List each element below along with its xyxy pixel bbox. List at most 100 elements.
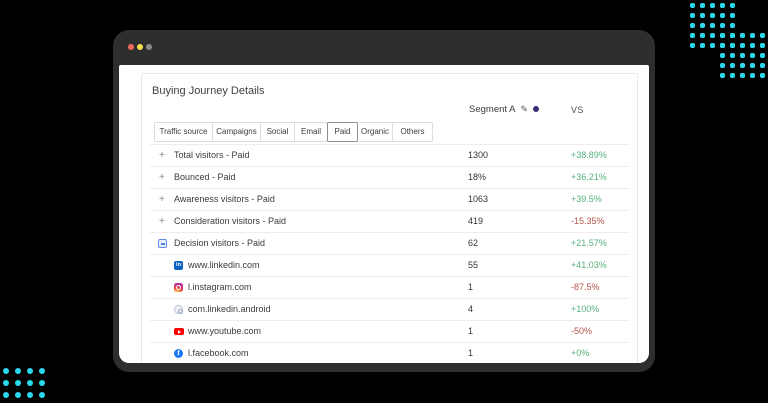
vs-change-value: +100% xyxy=(571,304,600,314)
decor-dot xyxy=(710,3,715,8)
decor-dot xyxy=(720,73,725,78)
decor-dot xyxy=(750,53,755,58)
decor-dot xyxy=(750,63,755,68)
decor-dot xyxy=(700,43,705,48)
decor-dot xyxy=(710,23,715,28)
segment-name: Segment A xyxy=(469,103,516,115)
decor-dot xyxy=(720,43,725,48)
row-label: l.facebook.com xyxy=(188,348,249,358)
decor-dot xyxy=(740,33,745,38)
decor-dot xyxy=(700,3,705,8)
table-row[interactable]: l.instagram.com 1 -87.5% xyxy=(150,277,629,299)
decor-dot xyxy=(700,23,705,28)
decor-dot xyxy=(710,33,715,38)
window-titlebar xyxy=(113,30,655,65)
decor-dot xyxy=(720,63,725,68)
decor-dot xyxy=(690,33,695,38)
decor-dot xyxy=(700,13,705,18)
decor-dot xyxy=(730,23,735,28)
expand-plus-icon[interactable]: + xyxy=(159,216,165,227)
traffic-light-zoom-button[interactable] xyxy=(146,44,152,50)
decor-dot xyxy=(15,380,21,386)
decor-dot xyxy=(39,380,45,386)
vs-change-value: +36.21% xyxy=(571,172,607,182)
table-row[interactable]: com.linkedin.android 4 +100% xyxy=(150,299,629,321)
decor-dot xyxy=(3,392,9,398)
decor-dot xyxy=(740,63,745,68)
decor-dot xyxy=(750,43,755,48)
tab-paid[interactable]: Paid xyxy=(327,122,358,142)
facebook-icon: f xyxy=(174,349,183,358)
decor-dot xyxy=(710,43,715,48)
decor-dot xyxy=(760,63,765,68)
tab-traffic-source[interactable]: Traffic source xyxy=(154,122,213,142)
tab-organic[interactable]: Organic xyxy=(358,122,393,142)
decor-dot xyxy=(3,380,9,386)
decor-dot xyxy=(690,13,695,18)
table-row[interactable]: + Total visitors - Paid 1300 +38.89% xyxy=(150,144,629,167)
tab-others[interactable]: Others xyxy=(393,122,433,142)
decor-dot xyxy=(27,380,33,386)
table-row[interactable]: in www.linkedin.com 55 +41.03% xyxy=(150,255,629,277)
vs-change-value: +39.5% xyxy=(571,194,602,204)
decor-dot xyxy=(15,392,21,398)
youtube-icon xyxy=(174,328,184,335)
traffic-light-close-button[interactable] xyxy=(128,44,134,50)
decor-dot xyxy=(720,3,725,8)
decor-dot xyxy=(39,392,45,398)
vs-change-value: +21.57% xyxy=(571,238,607,248)
decor-dot xyxy=(730,43,735,48)
table-row[interactable]: + Awareness visitors - Paid 1063 +39.5% xyxy=(150,189,629,211)
edit-pencil-icon[interactable]: ✎ xyxy=(520,103,529,114)
table-row[interactable]: + Consideration visitors - Paid 419 -15.35% xyxy=(150,211,629,233)
tab-email[interactable]: Email xyxy=(295,122,328,142)
decor-dot xyxy=(720,13,725,18)
expand-plus-icon[interactable]: + xyxy=(159,172,165,183)
decor-dot xyxy=(15,368,21,374)
instagram-icon xyxy=(174,283,183,292)
row-label: Consideration visitors - Paid xyxy=(174,216,287,226)
segment-header: Segment A ✎ xyxy=(469,103,540,115)
table-row[interactable]: + Bounced - Paid 18% +36.21% xyxy=(150,167,629,189)
tab-campaigns[interactable]: Campaigns xyxy=(213,122,261,142)
row-label: Bounced - Paid xyxy=(174,172,236,182)
decor-dot xyxy=(690,3,695,8)
expand-plus-icon[interactable]: + xyxy=(159,150,165,161)
table-row[interactable]: www.youtube.com 1 -50% xyxy=(150,321,629,343)
row-label: Decision visitors - Paid xyxy=(174,238,266,248)
segment-a-value: 1 xyxy=(468,326,474,336)
segment-a-value: 1 xyxy=(468,348,474,358)
decor-dot xyxy=(740,53,745,58)
traffic-light-minimize-button[interactable] xyxy=(137,44,143,50)
decor-dot xyxy=(39,368,45,374)
decor-dot xyxy=(690,23,695,28)
decor-dot xyxy=(760,33,765,38)
vs-change-value: +38.89% xyxy=(571,150,607,160)
app-window: Buying Journey Details Segment A ✎ VS Tr… xyxy=(113,30,655,372)
segment-a-value: 18% xyxy=(468,172,487,182)
vs-change-value: +41.03% xyxy=(571,260,607,270)
decor-dot xyxy=(760,73,765,78)
table-row[interactable]: Decision visitors - Paid 62 +21.57% xyxy=(150,233,629,255)
decor-dot xyxy=(750,73,755,78)
row-label: Awareness visitors - Paid xyxy=(174,194,275,204)
vs-column-header: VS xyxy=(571,105,584,115)
decor-dot xyxy=(720,53,725,58)
expand-plus-icon[interactable]: + xyxy=(159,194,165,205)
row-label: Total visitors - Paid xyxy=(174,150,250,160)
segment-color-dot xyxy=(533,106,540,112)
decor-dot xyxy=(760,43,765,48)
buying-journey-table: + Total visitors - Paid 1300 +38.89% + Bounce… xyxy=(150,144,629,363)
segment-a-value: 1300 xyxy=(468,150,489,160)
vs-change-value: -50% xyxy=(571,326,593,336)
decor-dot xyxy=(740,73,745,78)
decor-dot xyxy=(720,33,725,38)
collapse-minus-icon[interactable] xyxy=(158,239,167,248)
segment-a-value: 419 xyxy=(468,216,484,226)
decor-dot xyxy=(720,23,725,28)
traffic-source-tabs: Traffic source Campaigns Social Email Paid Or… xyxy=(154,122,433,142)
vs-change-value: +0% xyxy=(571,348,590,358)
tab-social[interactable]: Social xyxy=(261,122,295,142)
table-row[interactable]: f l.facebook.com 1 +0% xyxy=(150,343,629,363)
